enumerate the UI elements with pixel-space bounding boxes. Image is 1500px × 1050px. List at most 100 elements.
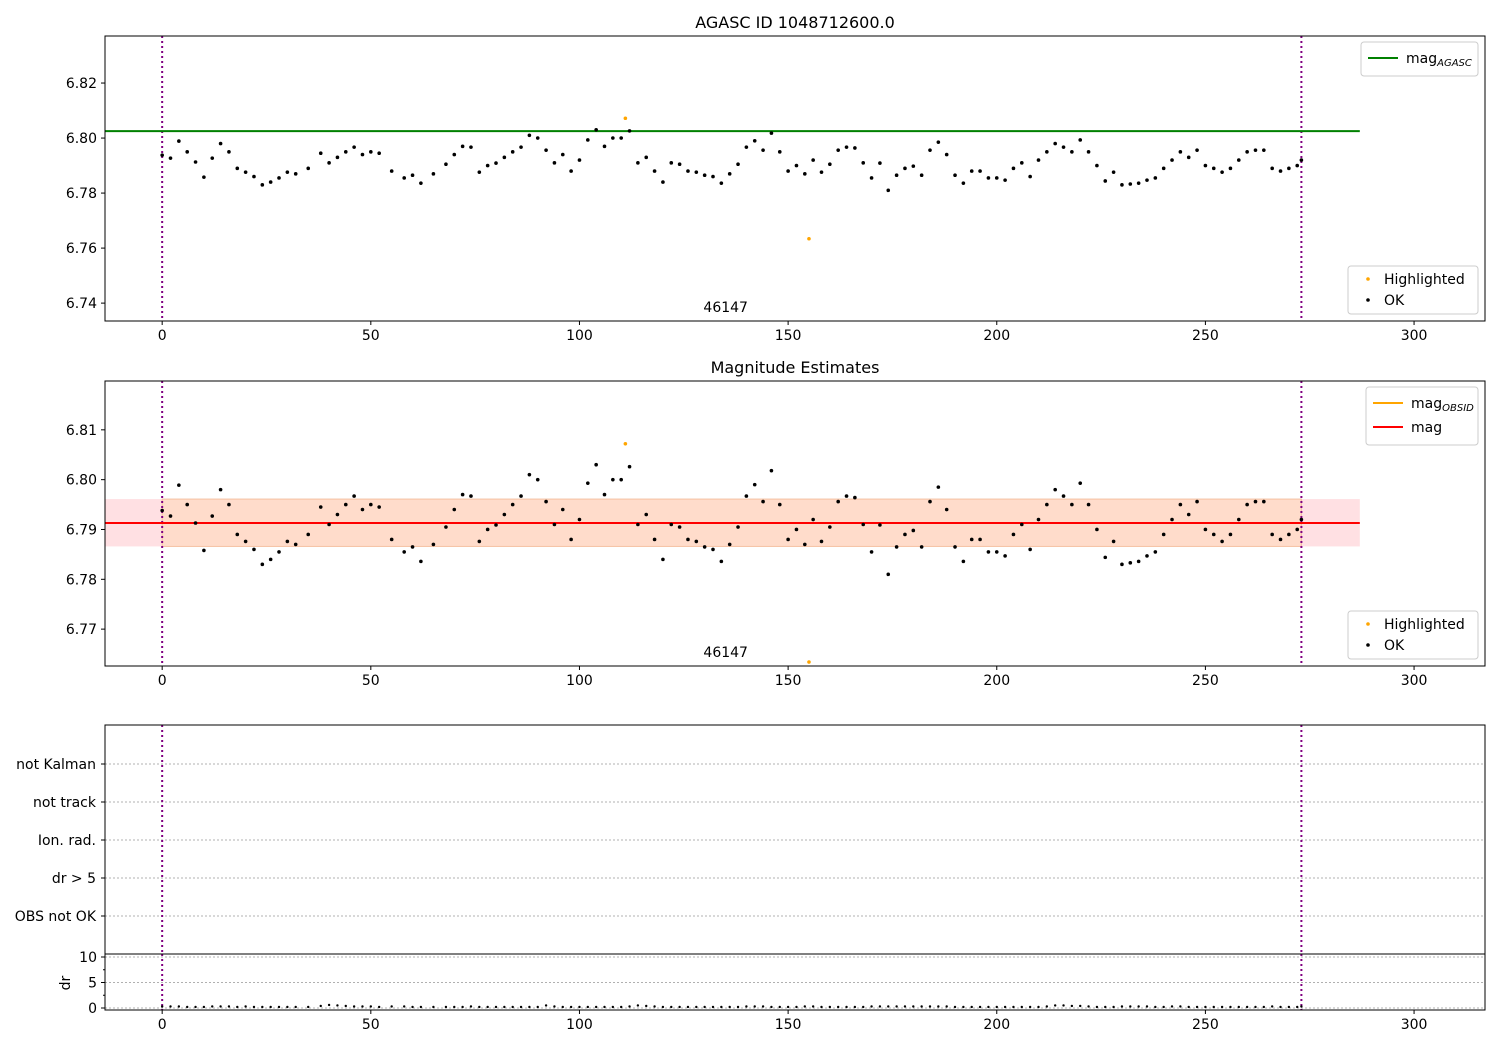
data-point-ok (519, 494, 523, 498)
data-point-ok (944, 152, 949, 157)
data-point-ok (978, 169, 982, 173)
dr-point (645, 1004, 648, 1008)
data-point-ok (1020, 522, 1024, 527)
data-point-highlighted (623, 441, 628, 446)
dr-point (1245, 1005, 1249, 1009)
dr-point (728, 1005, 731, 1009)
data-point-ok (752, 482, 757, 487)
dr-point (1254, 1005, 1257, 1009)
data-point-ok (1111, 170, 1116, 174)
dr-point (1112, 1005, 1115, 1009)
data-point-ok (1253, 148, 1258, 152)
dr-point (444, 1005, 448, 1009)
data-point-ok (202, 175, 206, 179)
dr-point (586, 1005, 590, 1009)
data-point-ok (1020, 161, 1024, 165)
data-point-ok (410, 545, 415, 549)
data-point-ok (1120, 562, 1124, 567)
data-point-ok (994, 176, 999, 180)
legend-marker (1366, 643, 1370, 647)
dr-point (786, 1005, 790, 1009)
dr-point (494, 1005, 498, 1009)
data-point-ok (485, 163, 490, 168)
dr-point (327, 1003, 331, 1007)
data-point-ok (1287, 532, 1291, 537)
data-point-ok (1061, 145, 1066, 149)
dr-point (1062, 1004, 1065, 1007)
flag-category-label: not Kalman (16, 757, 96, 773)
legend-label-sub: OBSID (1442, 403, 1474, 414)
data-point-ok (410, 173, 415, 177)
dr-point (1104, 1005, 1107, 1009)
data-point-ok (986, 176, 991, 180)
data-point-ok (969, 169, 974, 173)
dr-point (1003, 1005, 1007, 1009)
data-point-ok (803, 172, 807, 176)
data-point-ok (777, 502, 782, 507)
data-point-ok (318, 151, 323, 155)
data-point-ok (844, 145, 849, 149)
data-point-ok (1211, 166, 1216, 171)
data-point-ok (1186, 155, 1191, 160)
dr-point (419, 1005, 423, 1009)
dr-point (1162, 1005, 1165, 1009)
dr-point (619, 1005, 623, 1009)
data-point-ok (1128, 182, 1133, 186)
data-point-ok (260, 183, 265, 187)
data-point-ok (1270, 166, 1274, 171)
dr-point (962, 1005, 965, 1009)
dr-point (569, 1005, 573, 1009)
dr-point (1170, 1005, 1174, 1008)
data-point-ok (911, 164, 916, 168)
data-point-ok (444, 162, 448, 166)
data-point-ok (686, 537, 690, 542)
data-point-ok (1028, 547, 1032, 552)
legend-box (1347, 265, 1479, 315)
data-point-ok (343, 150, 348, 154)
data-point-ok (452, 152, 457, 157)
dr-axis-label: dr (58, 975, 74, 990)
data-point-ok (1295, 527, 1300, 532)
data-point-ok (1245, 150, 1249, 154)
data-point-ok (811, 517, 815, 522)
data-point-ok (794, 527, 799, 532)
data-point-ok (1299, 517, 1304, 522)
data-point-ok (861, 522, 866, 527)
x-tick-label: 150 (775, 673, 802, 689)
data-point-ok (1136, 559, 1141, 564)
data-point-ok (1262, 148, 1266, 152)
dr-point (411, 1005, 414, 1009)
dr-point (753, 1005, 756, 1008)
data-point-ok (177, 139, 181, 143)
data-point-ok (277, 176, 281, 180)
data-point-ok (293, 542, 298, 547)
dr-point (1045, 1005, 1049, 1008)
obsid-annotation: 46147 (703, 300, 748, 316)
data-point-ok (1299, 158, 1304, 162)
data-point-ok (377, 505, 381, 509)
dr-point (995, 1005, 998, 1009)
dr-point (361, 1005, 364, 1008)
legend-label: OK (1384, 293, 1405, 309)
dr-point (828, 1005, 832, 1009)
data-point-ok (819, 539, 824, 544)
data-point-ok (602, 144, 607, 149)
legend-label-main: mag (1411, 420, 1442, 436)
data-point-ok (761, 148, 765, 152)
data-point-ok (644, 155, 649, 160)
dr-point (1037, 1005, 1040, 1009)
data-point-ok (911, 528, 916, 533)
data-point-ok (1161, 532, 1166, 537)
data-point-ok (936, 140, 941, 144)
dr-point (227, 1005, 231, 1008)
data-point-ok (1078, 138, 1083, 142)
data-point-ok (1053, 141, 1057, 146)
data-point-ok (819, 170, 824, 174)
data-point-ok (431, 542, 436, 547)
data-point-ok (786, 537, 790, 542)
x-tick-label: 250 (1192, 328, 1219, 344)
dr-point (261, 1005, 264, 1009)
legend-label: OK (1384, 638, 1405, 654)
data-point-ok (944, 507, 949, 512)
